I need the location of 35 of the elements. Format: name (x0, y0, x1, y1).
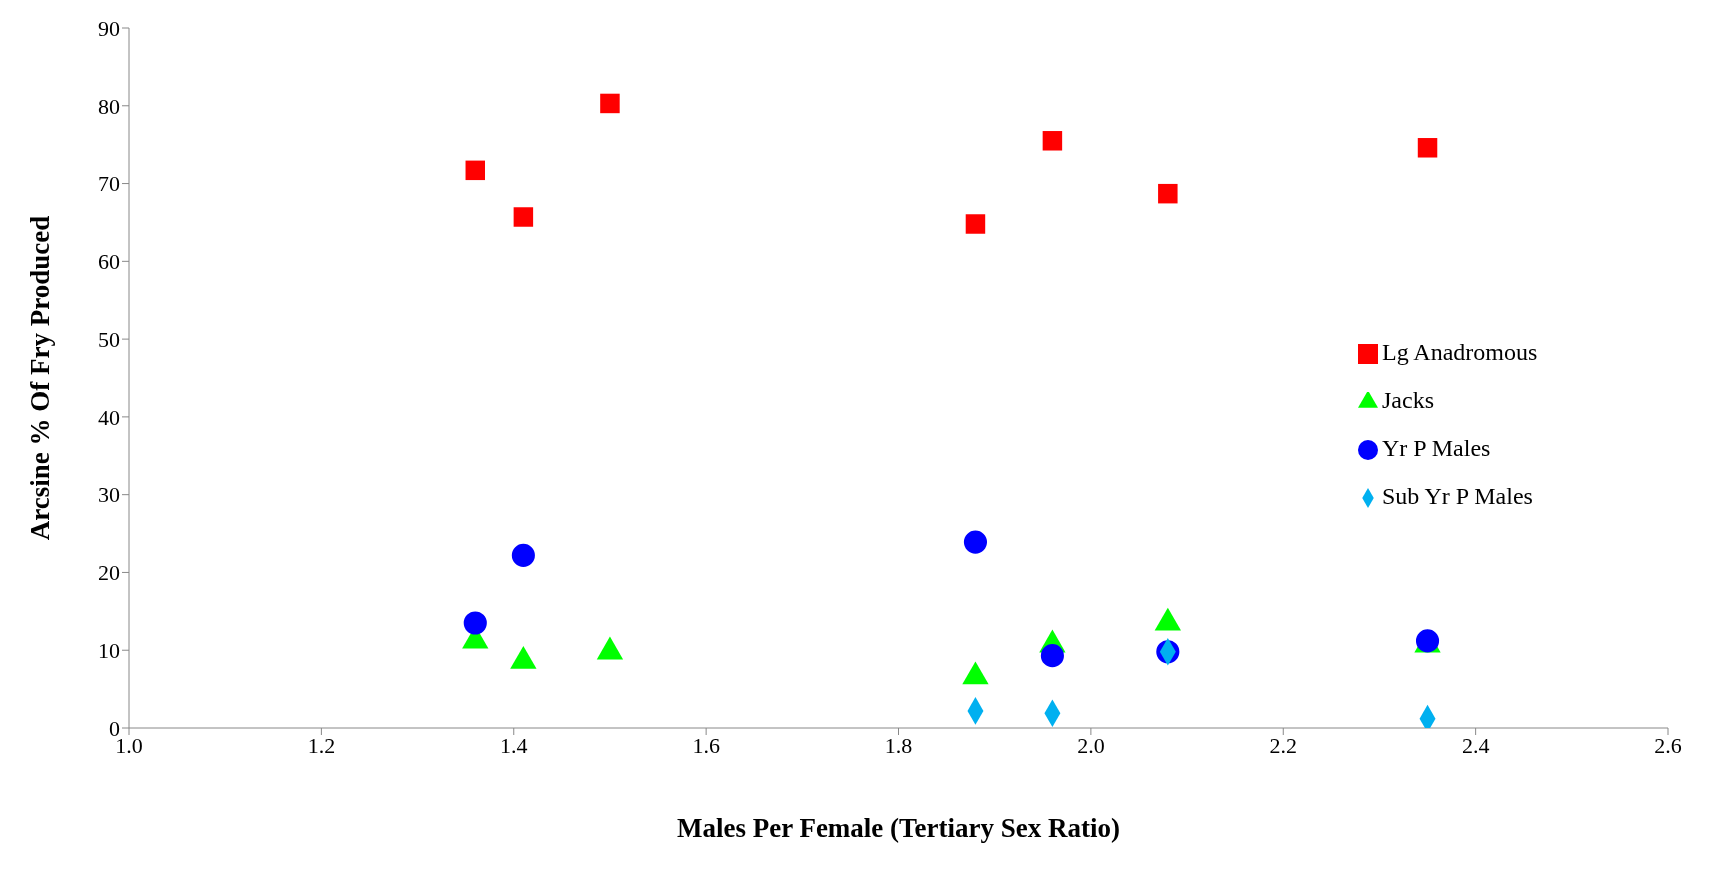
point (1042, 131, 1063, 151)
y-tick-label: 70 (98, 171, 120, 197)
x-tick-label: 1.4 (500, 732, 528, 758)
legend-label: Yr P Males (1382, 434, 1492, 463)
point (465, 160, 486, 181)
legend-label: Jacks (1382, 386, 1435, 415)
x-tick-label: 2.4 (1461, 732, 1490, 758)
point (1158, 183, 1178, 204)
y-tick-label: 90 (98, 15, 120, 41)
point (600, 93, 620, 114)
x-tick-label: 2.0 (1077, 732, 1105, 758)
x-tick-label: 1.8 (884, 732, 913, 758)
legend-label: Lg Anadromous (1382, 338, 1539, 367)
y-tick-label: 50 (98, 326, 120, 352)
x-axis-title: Males Per Female (Tertiary Sex Ratio) (676, 813, 1121, 844)
point (963, 530, 988, 554)
y-tick-label: 30 (98, 482, 120, 508)
point (463, 611, 487, 635)
legend-label: Sub Yr P Males (1382, 482, 1534, 511)
x-tick-label: 1.2 (307, 732, 336, 758)
y-axis-title: Arcsine % Of Fry Produced (24, 215, 55, 541)
x-tick-label: 2.2 (1269, 732, 1297, 758)
x-tick-label: 2.6 (1654, 732, 1682, 758)
point (511, 543, 535, 567)
point (1040, 644, 1064, 668)
y-tick-label: 80 (98, 93, 120, 119)
point (513, 207, 534, 227)
y-tick-label: 10 (98, 638, 120, 664)
y-tick-label: 40 (98, 404, 120, 430)
x-tick-label: 1.6 (692, 732, 720, 758)
y-tick-label: 0 (109, 715, 120, 741)
y-tick-label: 60 (98, 249, 120, 275)
y-tick-label: 20 (98, 560, 120, 586)
point (965, 214, 986, 234)
point (1417, 138, 1438, 158)
